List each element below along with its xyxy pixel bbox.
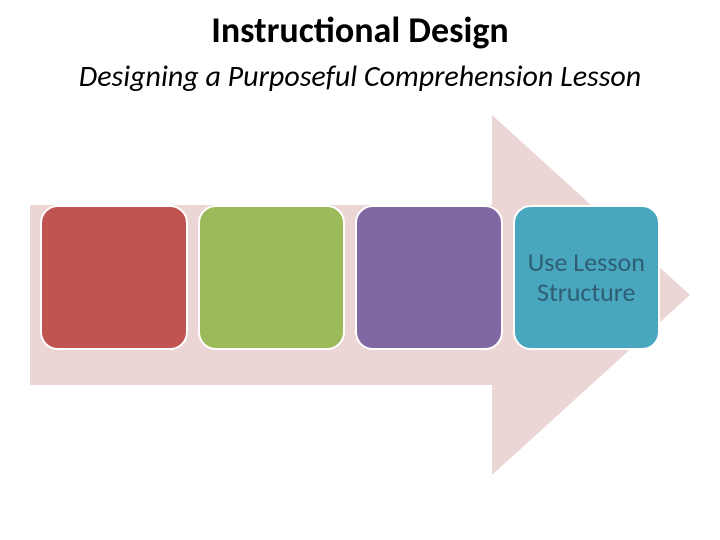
step-box-2 (198, 205, 346, 350)
page-title: Instructional Design (0, 8, 720, 52)
process-steps-row: Use Lesson Structure (40, 205, 660, 350)
step-label-4: Use Lesson Structure (515, 248, 659, 308)
slide: Instructional Design Designing a Purpose… (0, 0, 720, 540)
step-box-4: Use Lesson Structure (513, 205, 661, 350)
process-arrow-diagram: Use Lesson Structure (30, 115, 690, 475)
page-subtitle: Designing a Purposeful Comprehension Les… (0, 58, 720, 95)
step-box-1 (40, 205, 188, 350)
step-box-3 (355, 205, 503, 350)
